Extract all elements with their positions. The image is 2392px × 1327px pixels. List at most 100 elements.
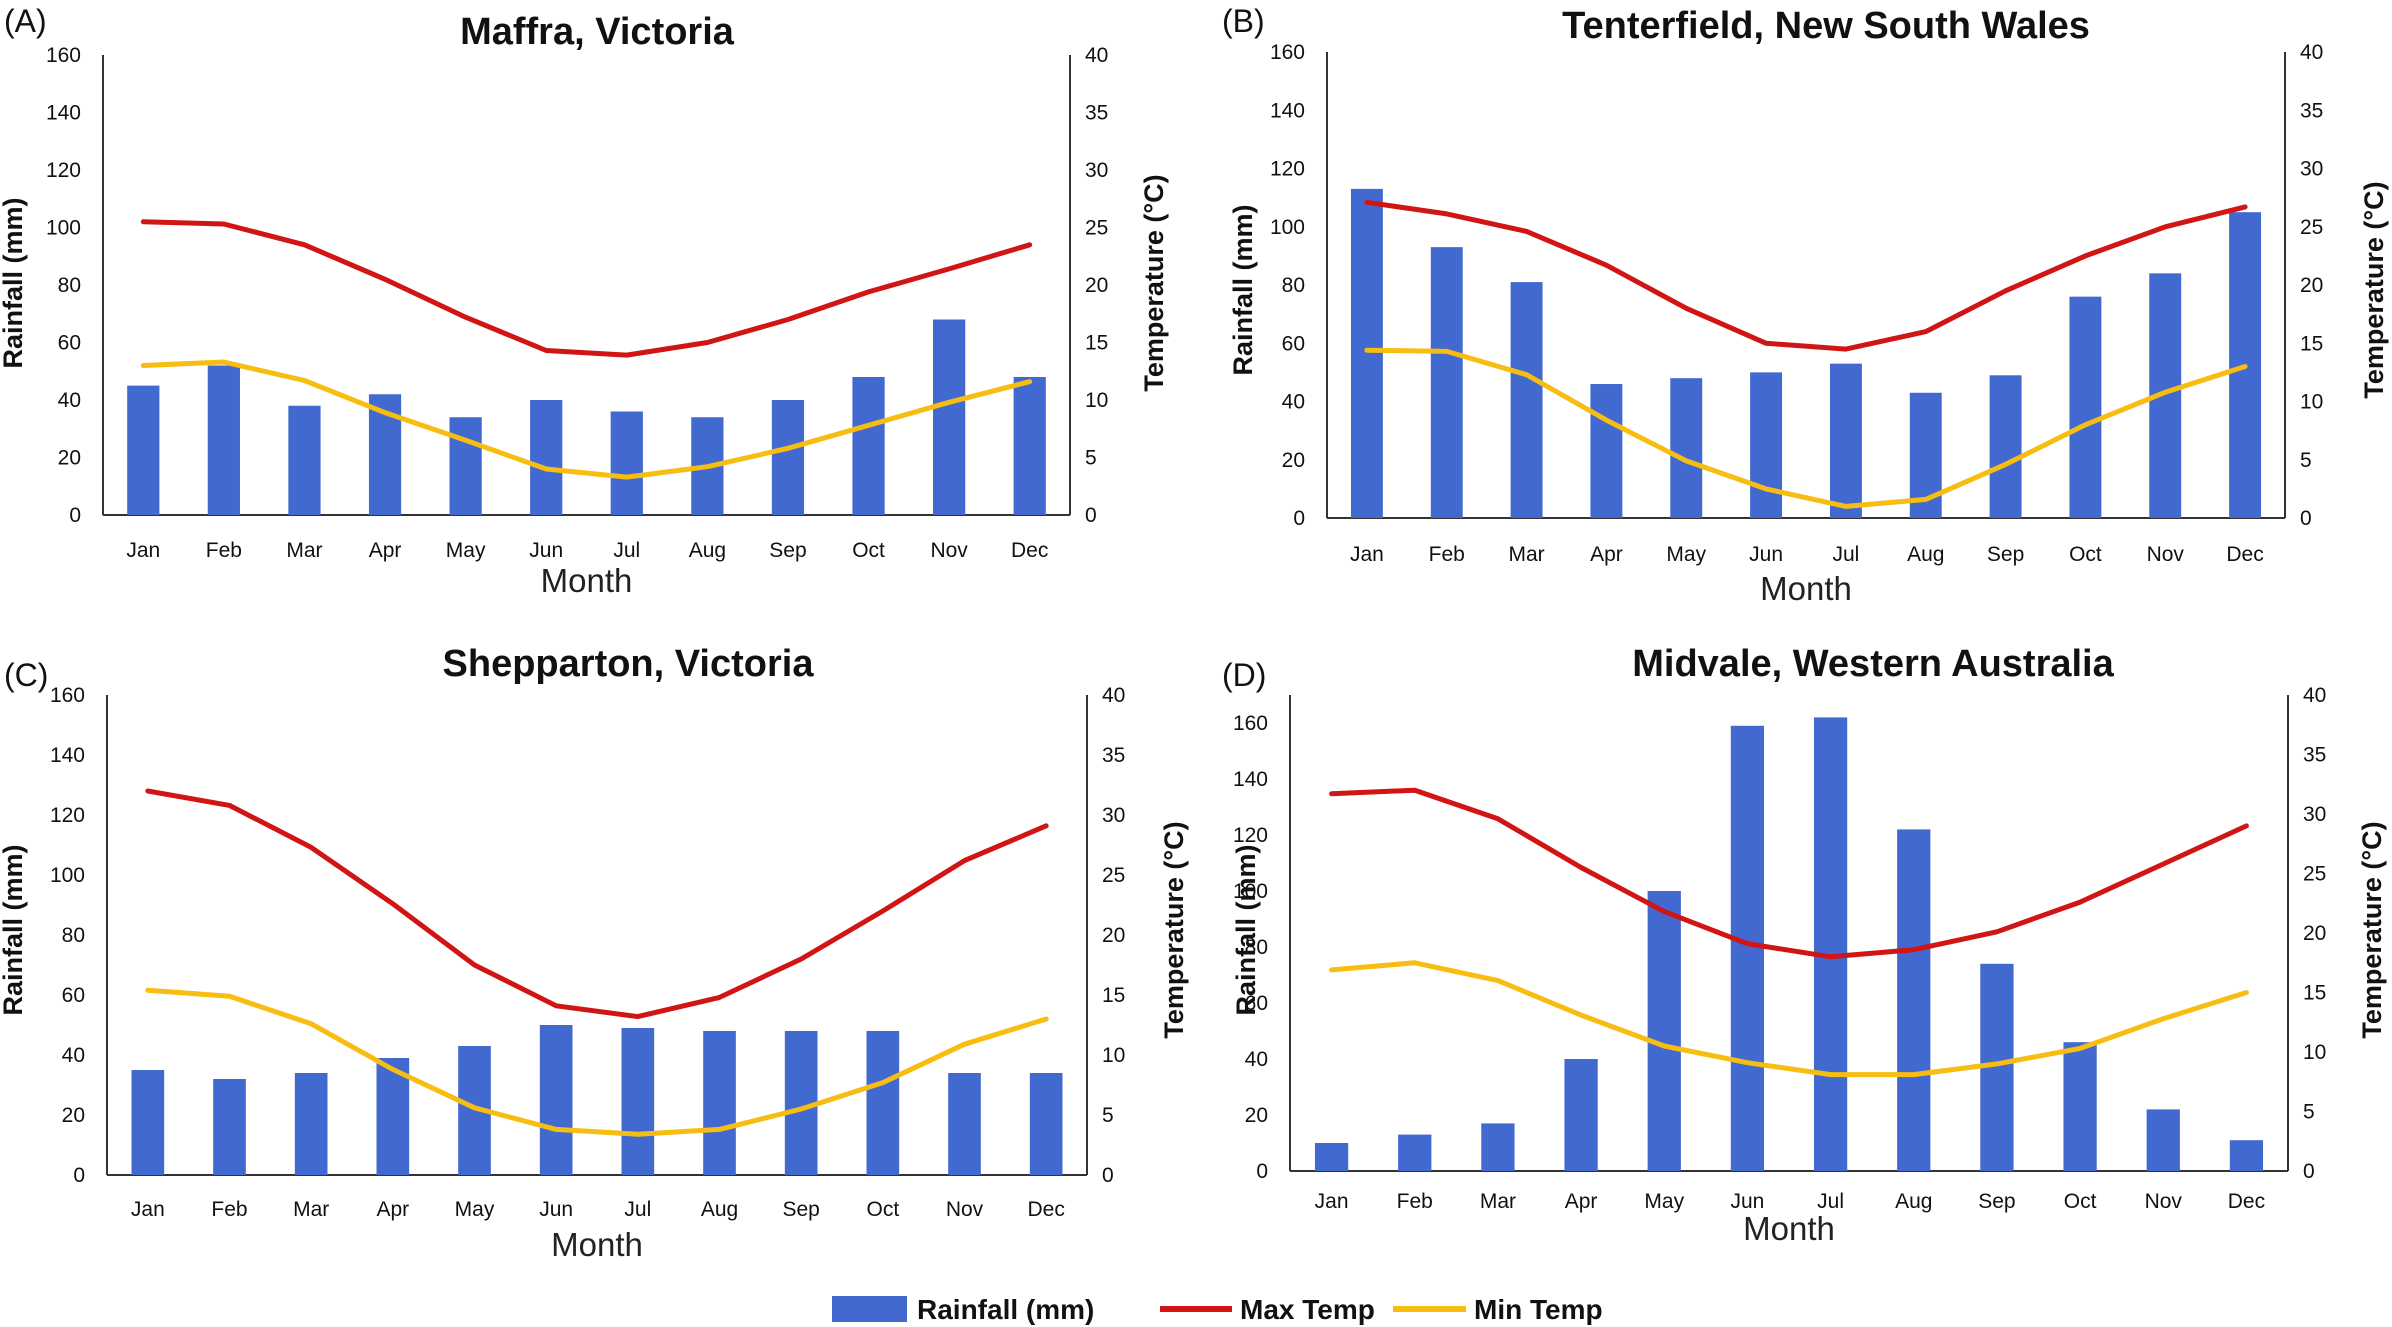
y2-tick-label: 5: [1102, 1104, 1114, 1127]
x-tick-label: Sep: [1987, 543, 2024, 566]
min-temp-line: [1329, 960, 2249, 1078]
x-tick-label: Apr: [1590, 543, 1623, 566]
x-tick-label: Sep: [782, 1198, 819, 1221]
y-tick-label: 80: [58, 274, 81, 297]
y-tick-label: 140: [1270, 99, 1305, 122]
y-axis-title: Rainfall (mm): [0, 844, 28, 1015]
y2-tick-label: 30: [2300, 158, 2323, 181]
y2-tick-label: 25: [2303, 863, 2326, 886]
y2-tick-label: 0: [2300, 507, 2312, 530]
y-axis-title: Rainfall (mm): [0, 197, 28, 368]
x-tick-label: Jun: [529, 539, 563, 562]
y2-tick-label: 40: [1085, 44, 1108, 67]
x-tick-label: May: [1666, 543, 1706, 566]
min-temp-line: [145, 987, 1049, 1137]
y-tick-label: 20: [58, 447, 81, 470]
y-tick-label: 20: [1245, 1104, 1268, 1127]
x-tick-label: Jul: [613, 539, 640, 562]
x-tick-label: Apr: [1565, 1190, 1598, 1213]
x-tick-label: Feb: [1429, 543, 1465, 566]
y2-tick-label: 15: [1102, 984, 1125, 1007]
chart-panel: (D) Midvale, Western Australia 0 20 40 60 80 10…: [1222, 643, 2387, 1247]
y2-tick-label: 15: [2303, 982, 2326, 1005]
rainfall-bar: [1813, 717, 1848, 1171]
y2-tick-label: 40: [1102, 684, 1125, 707]
y-tick-label: 60: [62, 984, 85, 1007]
y-tick-label: 160: [1270, 41, 1305, 64]
x-tick-label: Oct: [2069, 543, 2102, 566]
rainfall-bar: [207, 365, 240, 515]
rainfall-bar: [1647, 891, 1681, 1171]
x-tick-label: Mar: [1480, 1190, 1516, 1213]
y-tick-label: 80: [1282, 274, 1305, 297]
y2-axis-title: Temperature (°C): [2359, 181, 2389, 398]
x-tick-label: Jul: [624, 1198, 651, 1221]
x-tick-label: Apr: [376, 1198, 409, 1221]
x-tick-label: Aug: [689, 539, 726, 562]
x-tick-label: Jun: [1730, 1190, 1764, 1213]
y2-axis-title: Temperature (°C): [1159, 821, 1189, 1038]
y2-axis-title: Temperature (°C): [1139, 174, 1169, 391]
rainfall-bar: [1897, 829, 1931, 1171]
y2-tick-label: 25: [1102, 864, 1125, 887]
max-temp-line: [1329, 787, 2249, 960]
x-tick-label: Mar: [293, 1198, 329, 1221]
chart-panel: (C) Shepparton, Victoria02040608010012014…: [0, 643, 1189, 1263]
legend-rainfall-label: Rainfall (mm): [917, 1294, 1094, 1325]
rainfall-bar: [539, 1025, 573, 1175]
y2-tick-label: 35: [1102, 744, 1125, 767]
legend: Rainfall (mm) Max Temp Min Temp: [832, 1294, 1603, 1325]
y-axis-title: Rainfall (mm): [1231, 844, 1261, 1015]
rainfall-bar: [948, 1073, 981, 1175]
x-tick-label: Nov: [2147, 543, 2185, 566]
y2-tick-label: 25: [1085, 217, 1108, 240]
x-tick-label: May: [455, 1198, 495, 1221]
y-tick-label: 140: [46, 102, 81, 125]
rainfall-bar: [449, 417, 482, 515]
x-tick-label: Mar: [1508, 543, 1544, 566]
rainfall-bar: [866, 1031, 900, 1175]
chart-title: Tenterfield, New South Wales: [1562, 5, 2090, 47]
y2-tick-label: 10: [1102, 1044, 1125, 1067]
x-axis-title: Month: [1743, 1210, 1835, 1247]
y2-tick-label: 20: [2303, 922, 2326, 945]
x-tick-label: Oct: [866, 1198, 899, 1221]
panel-a-label: (A): [4, 3, 47, 39]
x-tick-label: Aug: [1907, 543, 1944, 566]
y-tick-label: 80: [1245, 936, 1268, 959]
x-tick-label: Dec: [1011, 539, 1048, 562]
y2-tick-label: 10: [2300, 391, 2323, 414]
x-tick-label: Nov: [930, 539, 968, 562]
x-tick-label: Feb: [206, 539, 242, 562]
x-axis-title: Month: [1760, 570, 1852, 607]
x-tick-label: Apr: [369, 539, 402, 562]
chart-title: Maffra, Victoria: [460, 11, 735, 53]
chart-panels: (A) Maffra, Victoria020406080100120140160…: [0, 3, 2389, 1263]
rainfall-bar: [1564, 1059, 1598, 1171]
y-tick-label: 40: [1282, 391, 1305, 414]
y2-tick-label: 15: [2300, 332, 2323, 355]
y2-tick-label: 30: [2303, 803, 2326, 826]
y-tick-label: 40: [1245, 1048, 1268, 1071]
y-tick-label: 100: [1233, 880, 1268, 903]
rainfall-bar: [1398, 1134, 1432, 1171]
y2-tick-label: 30: [1102, 804, 1125, 827]
y-tick-label: 160: [50, 684, 85, 707]
y-tick-label: 20: [62, 1104, 85, 1127]
y-tick-label: 140: [1233, 768, 1268, 791]
y2-tick-label: 5: [1085, 447, 1097, 470]
rainfall-bar: [1029, 1073, 1063, 1175]
y-tick-label: 60: [1245, 992, 1268, 1015]
y2-tick-label: 5: [2303, 1101, 2315, 1124]
rainfall-bar: [1989, 375, 2022, 518]
rainfall-bar: [1013, 377, 1046, 515]
y2-tick-label: 30: [1085, 159, 1108, 182]
rainfall-bar: [376, 1058, 410, 1175]
y-tick-label: 0: [1256, 1160, 1268, 1183]
max-temp-line: [1364, 199, 2248, 352]
y2-axis-title: Temperature (°C): [2357, 821, 2387, 1038]
x-tick-label: May: [1644, 1190, 1684, 1213]
rainfall-bar: [1670, 378, 1703, 518]
max-temp-line: [145, 788, 1049, 1020]
y2-tick-label: 0: [2303, 1160, 2315, 1183]
